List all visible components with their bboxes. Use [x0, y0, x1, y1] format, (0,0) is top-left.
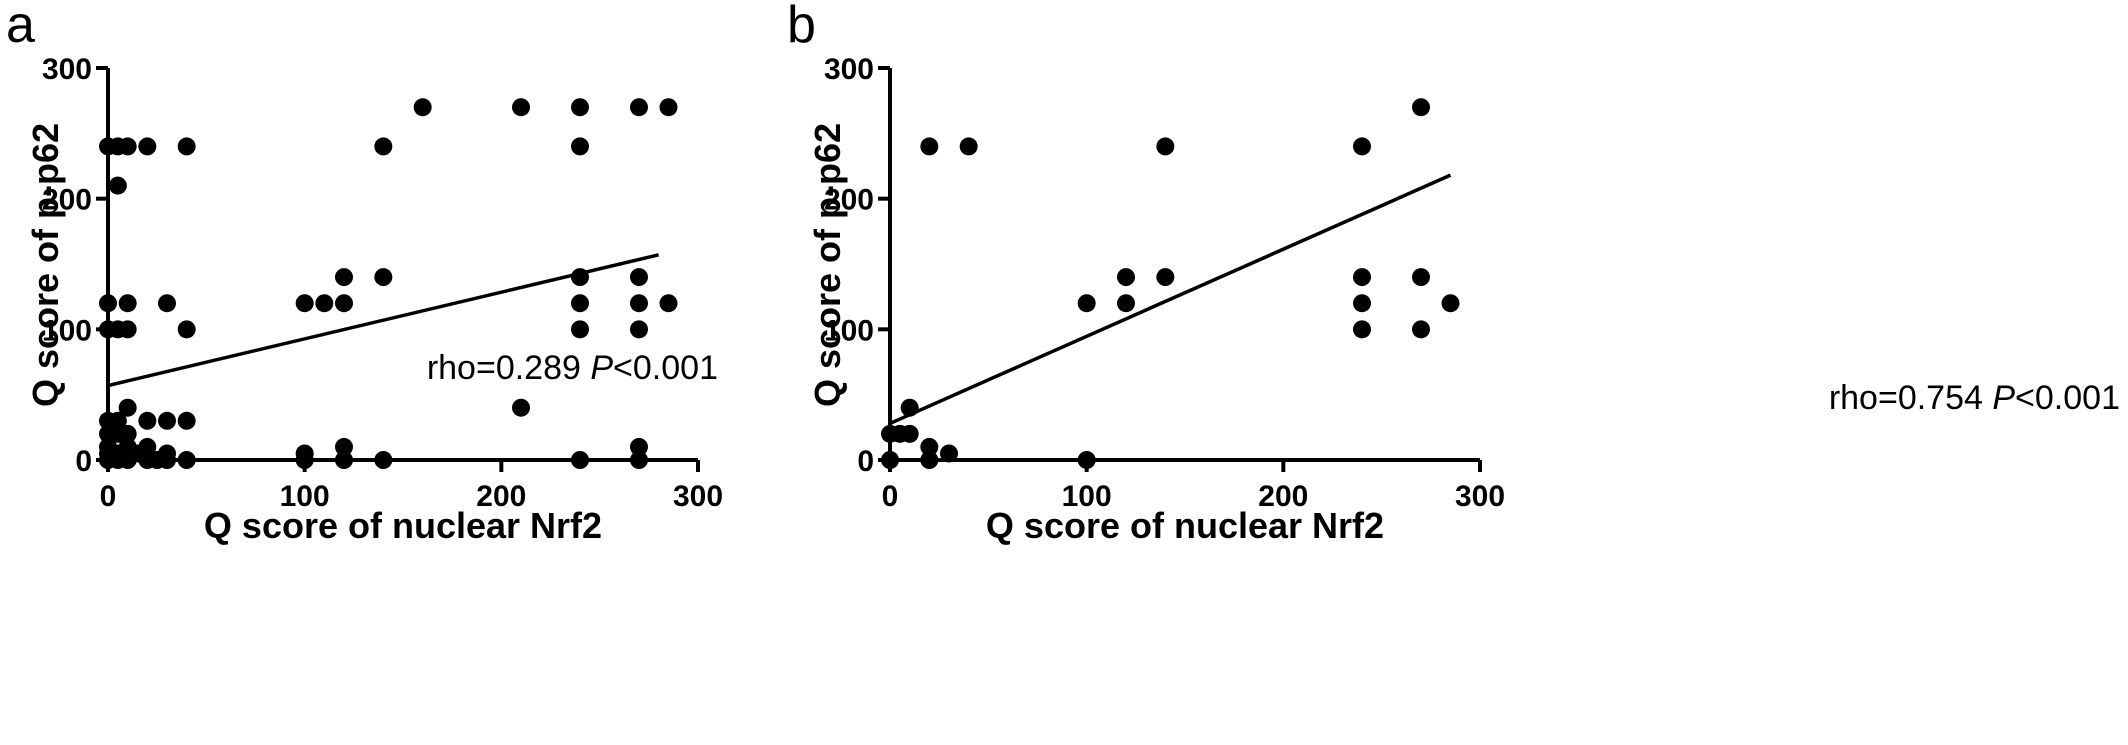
data-point: [920, 137, 939, 156]
data-point: [374, 451, 393, 469]
y-tick-label: 300: [824, 53, 874, 86]
data-point: [1077, 294, 1096, 313]
data-point: [374, 268, 393, 287]
data-point: [1156, 268, 1175, 287]
x-tick-label: 200: [1258, 480, 1308, 513]
data-point: [118, 294, 137, 313]
data-point: [900, 424, 919, 443]
data-point: [1117, 294, 1135, 313]
data-point: [177, 320, 196, 339]
y-tick-label: 0: [857, 445, 874, 478]
data-point: [158, 294, 176, 313]
panel-a: a 0 100 200 300 0 100 200 300 Q score of nuclear …: [6, 0, 723, 546]
x-axis-label: Q score of nuclear Nrf2: [986, 505, 1384, 546]
data-point: [630, 320, 648, 339]
data-point: [374, 137, 393, 156]
data-point: [1353, 137, 1371, 156]
data-point: [118, 320, 137, 339]
y-tick-label: 100: [42, 314, 92, 347]
data-point: [1353, 294, 1371, 313]
data-point: [295, 451, 314, 469]
x-tick-label: 200: [476, 480, 526, 513]
y-tick-label: 200: [824, 184, 874, 217]
data-point: [1077, 451, 1096, 469]
data-point: [177, 411, 196, 430]
data-point: [630, 451, 648, 469]
x-tick-label: 100: [280, 480, 330, 513]
data-point: [108, 411, 127, 430]
data-point: [108, 176, 127, 195]
x-axis-label: Q score of nuclear Nrf2: [204, 505, 602, 546]
data-point: [335, 451, 353, 469]
data-point: [659, 98, 678, 117]
y-tick-label: 300: [42, 53, 92, 86]
data-point: [571, 320, 589, 339]
data-point: [1353, 268, 1371, 287]
data-point: [335, 268, 353, 287]
data-point: [571, 137, 589, 156]
x-tick-label: 0: [882, 480, 899, 513]
panel-b: b 0 100 200 300 0 100 200 300 Q score of nuclear …: [787, 0, 2120, 546]
data-point: [413, 98, 432, 117]
data-point: [158, 451, 176, 469]
data-point: [1412, 268, 1430, 287]
data-point: [630, 268, 648, 287]
data-point: [571, 98, 589, 117]
data-point: [512, 98, 530, 117]
data-point: [920, 437, 939, 456]
y-axis-label: Q score of p-p62: [25, 123, 66, 407]
data-point: [940, 444, 958, 463]
data-point: [630, 437, 648, 456]
data-point: [571, 268, 589, 287]
x-tick-label: 300: [673, 480, 723, 513]
y-axis-label: Q score of p-p62: [807, 123, 848, 407]
panel-letter: a: [6, 0, 35, 54]
data-point: [512, 398, 530, 417]
correlation-annotation: rho=0.289 P<0.001: [427, 349, 718, 387]
data-point: [571, 294, 589, 313]
y-tick-label: 100: [824, 314, 874, 347]
data-point: [118, 451, 137, 469]
data-point: [1156, 137, 1175, 156]
data-point: [630, 294, 648, 313]
x-tick-label: 100: [1062, 480, 1112, 513]
data-point: [335, 437, 353, 456]
data-point: [138, 137, 157, 156]
data-point: [138, 411, 157, 430]
data-point: [881, 451, 899, 469]
data-point: [1412, 98, 1430, 117]
data-point: [571, 451, 589, 469]
data-point: [315, 294, 334, 313]
regression-line: [889, 173, 1452, 426]
x-tick-label: 0: [100, 480, 117, 513]
data-point: [158, 411, 176, 430]
data-point: [177, 451, 196, 469]
panel-letter: b: [787, 0, 816, 54]
data-point: [900, 398, 919, 417]
data-point: [177, 137, 196, 156]
y-tick-label: 200: [42, 184, 92, 217]
data-point: [920, 451, 939, 469]
data-point: [335, 294, 353, 313]
data-point: [1441, 294, 1460, 313]
data-point: [118, 137, 137, 156]
regression-line: [107, 253, 660, 388]
data-point: [1412, 320, 1430, 339]
data-point: [630, 98, 648, 117]
x-tick-label: 300: [1455, 480, 1505, 513]
data-point: [1117, 268, 1135, 287]
data-point: [118, 424, 137, 443]
data-point: [959, 137, 978, 156]
data-point: [659, 294, 678, 313]
data-point: [99, 294, 117, 313]
data-point: [1353, 320, 1371, 339]
data-point: [118, 398, 137, 417]
y-tick-label: 0: [75, 445, 92, 478]
correlation-annotation: rho=0.754 P<0.001: [1829, 379, 2120, 417]
data-point: [295, 294, 314, 313]
